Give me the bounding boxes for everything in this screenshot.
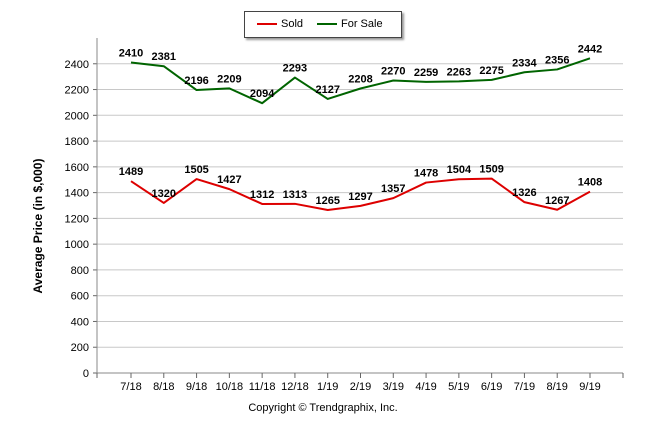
x-tick-label: 9/18 [186,381,207,393]
y-tick-label: 1000 [65,239,89,251]
data-label-sold: 1357 [381,183,405,195]
x-axis: 7/18 8/18 9/18 10/18 11/18 12/18 1/19 2/19 3/19 4… [96,372,624,393]
legend-label-sold: Sold [281,18,304,30]
grid-lines [97,63,623,374]
data-label-sold: 1408 [578,177,602,189]
x-tick-label: 7/18 [120,381,141,393]
x-tick-label: 5/19 [448,381,469,393]
data-label-sold: 1265 [315,195,339,207]
y-tick-label: 2400 [65,59,89,71]
data-label-for-sale: 2334 [512,57,537,69]
data-label-for-sale: 2094 [250,88,275,100]
x-tick-label: 8/18 [153,381,174,393]
legend-item-sold: Sold [257,18,303,30]
data-label-for-sale: 2259 [414,67,438,79]
data-labels: 1489 1320 1505 1427 1312 1313 1265 1297 1357 1478… [119,43,602,207]
data-label-sold: 1427 [217,174,241,186]
y-tick-label: 600 [71,291,89,303]
series-line-sold [130,177,591,212]
y-tick-label: 800 [71,265,89,277]
y-tick-label: 200 [71,342,89,354]
y-tick-label: 1600 [65,162,89,174]
series-line-for-sale [130,57,591,105]
data-label-for-sale: 2275 [479,65,503,77]
y-tick-label: 0 [83,368,89,380]
x-tick-label: 6/19 [481,381,502,393]
legend-item-for-sale: For Sale [317,18,383,30]
data-label-for-sale: 2442 [578,43,602,55]
data-label-sold: 1489 [119,166,143,178]
data-label-sold: 1267 [545,195,569,207]
y-tick-label: 1800 [65,136,89,148]
x-tick-label: 7/19 [514,381,535,393]
data-label-sold: 1313 [283,189,307,201]
copyright-text: Copyright © Trendgraphix, Inc. [248,402,398,414]
x-tick-label: 12/18 [281,381,309,393]
legend-label-for-sale: For Sale [341,18,383,30]
x-tick-label: 8/19 [547,381,568,393]
data-label-for-sale: 2263 [447,66,471,78]
y-tick-label: 2000 [65,110,89,122]
x-tick-label: 2/19 [350,381,371,393]
y-tick-label: 1400 [65,188,89,200]
data-label-for-sale: 2208 [348,74,372,86]
data-label-sold: 1320 [152,188,176,200]
x-tick-label: 9/19 [579,381,600,393]
x-tick-label: 11/18 [249,381,276,393]
data-label-sold: 1509 [479,164,503,176]
data-label-for-sale: 2356 [545,54,569,66]
y-tick-label: 1200 [65,213,89,225]
legend: Sold For Sale [244,11,402,38]
data-label-sold: 1297 [348,191,372,203]
data-label-for-sale: 2196 [184,75,208,87]
data-label-for-sale: 2381 [152,51,176,63]
legend-swatch-sold [257,23,277,26]
data-label-sold: 1505 [184,164,208,176]
x-tick-label: 3/19 [383,381,404,393]
data-label-for-sale: 2270 [381,66,405,78]
y-tick-label: 2200 [65,85,89,97]
x-tick-label: 1/19 [317,381,338,393]
data-label-for-sale: 2127 [315,84,339,96]
series-lines [130,57,591,212]
y-axis-label: Average Price (in $,000) [31,159,45,294]
data-label-sold: 1478 [414,168,438,180]
y-tick-label: 400 [71,316,89,328]
data-label-for-sale: 2410 [119,47,143,59]
x-tick-label: 10/18 [216,381,244,393]
x-tick-label: 4/19 [415,381,436,393]
y-axis: 0 200 400 600 800 1000 1200 1400 1600 1800 2000 220… [65,38,98,380]
data-label-sold: 1312 [250,189,274,201]
data-label-sold: 1504 [447,164,472,176]
data-label-sold: 1326 [512,187,536,199]
legend-swatch-for-sale [317,23,337,26]
data-label-for-sale: 2293 [283,63,307,75]
data-label-for-sale: 2209 [217,73,241,85]
